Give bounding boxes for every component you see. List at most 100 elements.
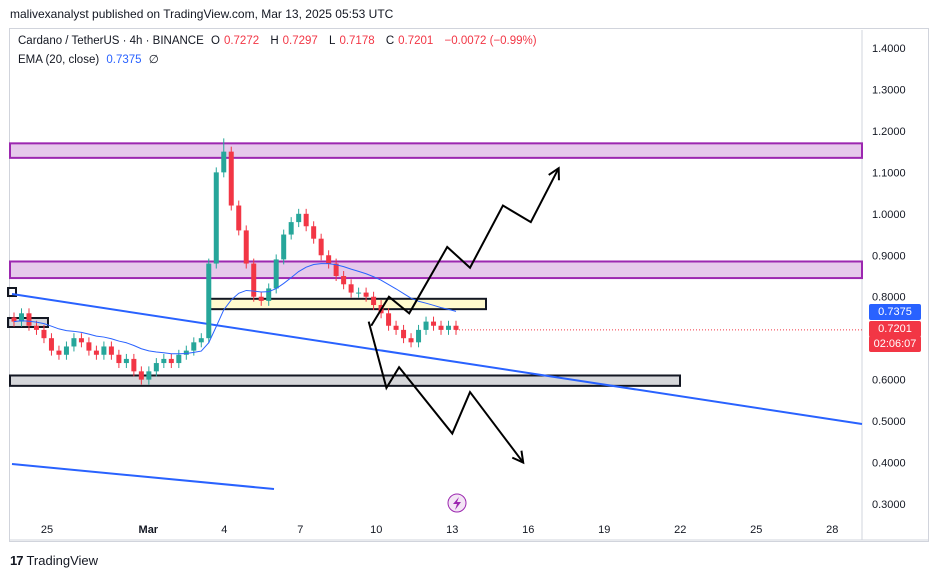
candle-body [108,346,114,355]
candle-body [258,296,264,301]
zone-resistance-upper [9,142,863,159]
candle-body [101,346,107,355]
candle-body [356,292,362,294]
candle-body [71,338,77,347]
candle-body [176,354,182,364]
candle-body [86,342,92,351]
y-tick-label-0: 1.4000 [872,43,906,55]
candle-body [206,263,212,339]
symbol-title[interactable]: Cardano / TetherUS · 4h · BINANCE [18,35,204,47]
candle-body [423,321,429,330]
countdown-tag: 02:06:07 [869,336,921,352]
candle-body [26,313,32,326]
y-tick-label-9: 0.4000 [872,458,906,470]
y-tick-label-4: 1.0000 [872,209,906,221]
y-tick-label-3: 1.1000 [872,167,906,179]
candle-body [138,371,144,380]
candle-body [33,325,39,330]
candle-body [48,338,54,351]
ema-label[interactable]: EMA (20, close) [18,54,100,66]
zone-support-gray [9,374,681,387]
candle-body [363,292,369,297]
candle-body [408,338,414,343]
candle-body [273,259,279,289]
candle-body [168,358,174,364]
ohlc-change: −0.0072 (−0.99%) [444,35,537,47]
candle-body [288,222,294,235]
candle-body [93,350,99,355]
candle-body [393,325,399,330]
y-tick-label-8: 0.5000 [872,416,906,428]
ohlc-close: C 0.7201 [385,35,434,47]
lightning-bolt-icon [453,497,461,510]
candle-body [123,358,129,364]
candle-body [78,338,84,343]
candle-body [243,230,249,264]
x-tick-label-4: 10 [370,524,382,536]
candle-body [348,284,354,293]
x-tick-label-3: 7 [297,524,303,536]
ema-price-tag: 0.7375 [869,304,921,320]
last-price-tag: 0.7201 [869,321,921,337]
candle-body [326,255,332,264]
x-tick-label-8: 22 [674,524,686,536]
x-tick-label-7: 19 [598,524,610,536]
candle-body [228,151,234,206]
candle-body [146,371,152,380]
chart-frame [9,28,929,542]
candle-body [153,363,159,372]
y-tick-label-6: 0.8000 [872,292,906,304]
ohlc-open: O 0.7272 [210,35,260,47]
candle-body [438,325,444,330]
y-tick-label-1: 1.3000 [872,84,906,96]
tradingview-branding[interactable]: 17 TradingView [10,553,98,568]
projection-bearish-path [367,321,525,464]
candle-body [266,288,272,301]
x-tick-label-2: 4 [221,524,227,536]
candle-body [251,263,257,297]
tradingview-logo-icon: 17 [10,553,24,568]
candle-body [183,350,189,355]
y-tick-label-7: 0.6000 [872,375,906,387]
candle-body [131,358,137,372]
candle-body [453,325,459,330]
candle-body [416,329,422,343]
candle-body [161,358,167,364]
zone-support-yellow [209,297,487,311]
candle-body [191,342,197,351]
publish-attribution: malivexanalyst published on TradingView.… [10,7,394,21]
candle-body [11,317,17,322]
candle-body [296,213,302,223]
zone-left-marker [7,287,17,297]
candle-body [236,205,242,231]
ema-suffix: ∅ [148,54,159,66]
ohlc-high: H 0.7297 [270,35,318,47]
candle-body [213,172,219,264]
y-tick-label-10: 0.3000 [872,499,906,511]
ohlc-low: L 0.7178 [329,35,375,47]
candle-body [318,238,324,256]
ema-legend: EMA (20, close) 0.7375 ∅ [18,52,163,66]
projection-arrowhead-bearish-path [511,450,525,465]
candle-body [341,276,347,285]
x-tick-label-5: 13 [446,524,458,536]
descending-trendline [11,293,863,425]
candle-body [303,213,309,227]
candle-body [63,346,69,355]
y-tick-label-2: 1.2000 [872,126,906,138]
x-tick-label-10: 28 [826,524,838,536]
candle-body [221,151,227,173]
projection-arrowhead-bullish-path [548,166,560,181]
tradingview-name: TradingView [26,553,99,568]
projection-bullish-path [370,167,560,327]
lower-trendline [11,463,275,490]
x-tick-label-1: Mar [139,524,159,536]
x-tick-label-0: 25 [41,524,53,536]
candle-body [56,350,62,355]
candle-body [386,313,392,326]
ema-line [13,263,457,355]
candle-body [311,226,317,239]
candle-body [446,325,452,330]
candle-body [281,234,287,260]
